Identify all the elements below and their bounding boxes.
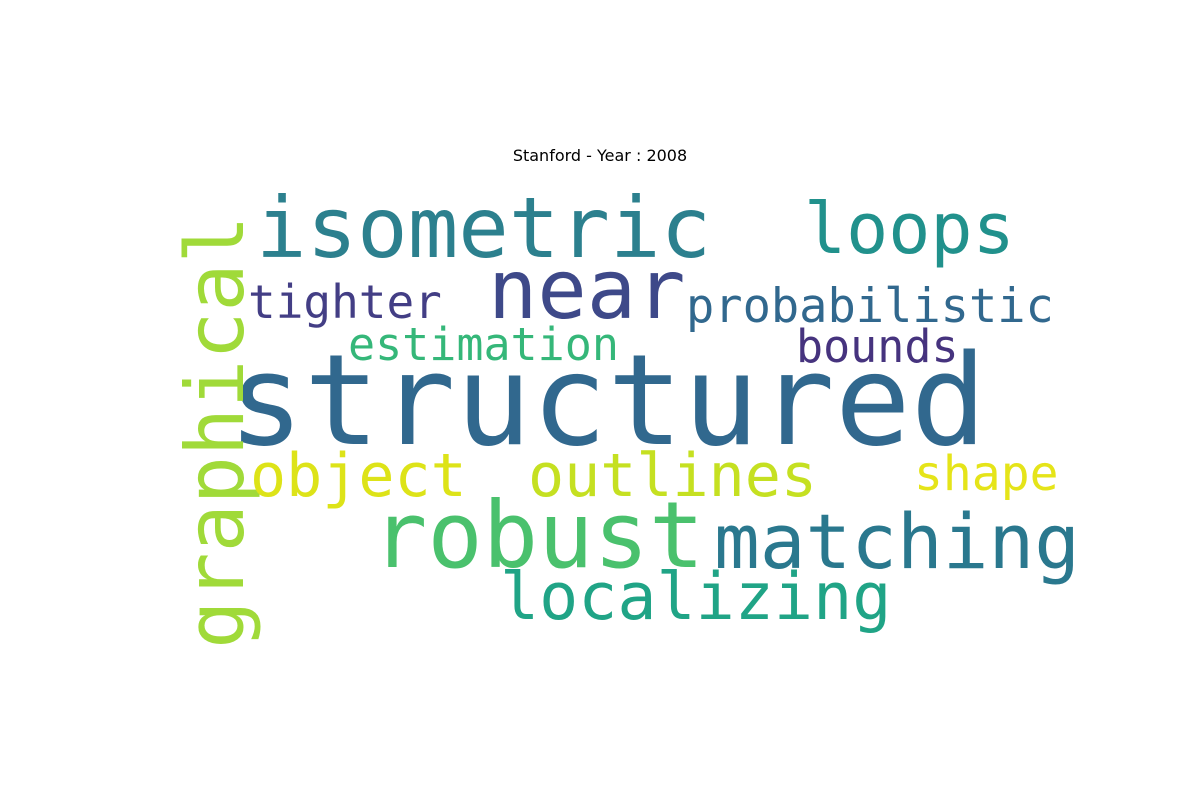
word-matching: matching	[714, 497, 1081, 586]
word-bounds: bounds	[796, 320, 959, 373]
word-robust: robust	[372, 482, 705, 589]
word-localizing: localizing	[500, 560, 892, 635]
word-loops: loops	[804, 188, 1015, 270]
word-estimation: estimation	[348, 318, 619, 371]
word-graphical: graphical	[169, 215, 262, 649]
figure-title: Stanford - Year : 2008	[512, 146, 688, 165]
word-object: object	[250, 441, 467, 511]
word-near: near	[488, 243, 686, 338]
word-isometric: isometric	[256, 179, 712, 277]
word-shape: shape	[914, 446, 1059, 502]
word-probabilistic: probabilistic	[686, 279, 1054, 334]
word-outlines: outlines	[528, 441, 817, 511]
word-structured: structured	[228, 327, 987, 474]
word-tighter: tighter	[248, 275, 442, 329]
